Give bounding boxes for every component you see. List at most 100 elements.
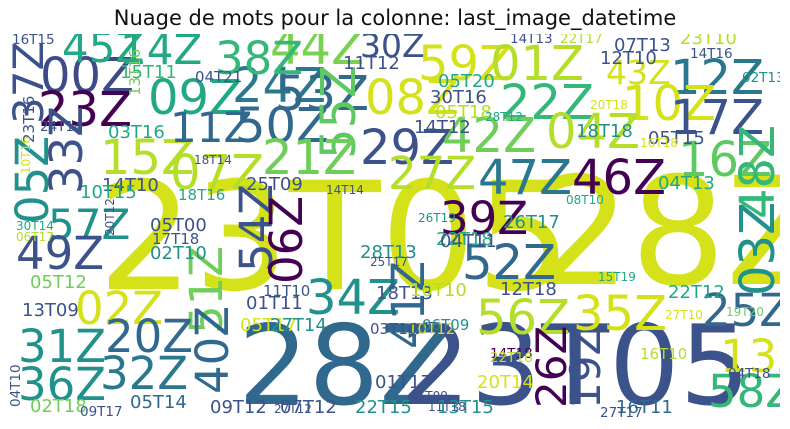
word-30t16: 30T16 bbox=[430, 87, 487, 108]
word-09t12: 09T12 bbox=[210, 397, 267, 418]
word-22t17: 22T17 bbox=[560, 34, 603, 47]
word-16t18: 16T18 bbox=[640, 136, 678, 150]
word-50z: 50Z bbox=[235, 98, 329, 154]
word-14z: 14Z bbox=[120, 34, 202, 74]
word-10t12: 10T12 bbox=[408, 320, 455, 338]
word-04t11: 04T11 bbox=[440, 231, 497, 252]
word-25t09: 25T09 bbox=[246, 174, 303, 195]
word-25t17: 25T17 bbox=[370, 255, 408, 269]
word-04t18: 04T18 bbox=[728, 366, 771, 382]
word-54z: 54Z bbox=[230, 184, 283, 272]
word-11t12: 11T12 bbox=[343, 53, 400, 74]
word-23t05: 23T05 bbox=[98, 151, 571, 325]
word-27t17: 27T17 bbox=[600, 405, 643, 421]
word-08t10: 08T10 bbox=[566, 193, 604, 207]
word-45z: 45Z bbox=[62, 34, 144, 72]
word-23t10: 23T10 bbox=[680, 34, 737, 49]
word-51z: 51Z bbox=[180, 246, 233, 334]
word-01t17: 01T17 bbox=[375, 372, 432, 393]
word-27t12: 27T12 bbox=[274, 402, 312, 416]
word-10t10: 10T10 bbox=[410, 280, 467, 301]
word-36z: 36Z bbox=[18, 358, 106, 411]
word-27t14: 27T14 bbox=[270, 315, 327, 336]
word-52z: 52Z bbox=[462, 235, 556, 291]
word-14t10: 14T10 bbox=[102, 175, 159, 196]
word-26t17: 26T17 bbox=[503, 212, 560, 233]
word-02t18: 02T18 bbox=[30, 396, 87, 417]
word-13t09: 13T09 bbox=[22, 300, 79, 321]
word-09z: 09Z bbox=[148, 70, 242, 126]
word-34z: 34Z bbox=[306, 270, 400, 326]
word-05t14: 05T14 bbox=[130, 392, 187, 413]
word-26z: 26Z bbox=[527, 326, 576, 408]
word-05t00: 05T00 bbox=[150, 215, 207, 236]
word-37z: 37Z bbox=[10, 42, 53, 124]
word-47z: 47Z bbox=[478, 150, 572, 206]
word-06z: 06Z bbox=[260, 196, 313, 284]
word-13z: 13Z bbox=[720, 330, 780, 383]
word-02t10: 02T10 bbox=[150, 243, 207, 264]
word-12t18: 12T18 bbox=[500, 279, 557, 300]
word-22t18: 22T18 bbox=[436, 229, 493, 250]
word-21z: 21Z bbox=[262, 130, 356, 186]
word-18t14: 18T14 bbox=[194, 153, 232, 167]
word-58z: 58Z bbox=[708, 365, 780, 418]
word-46z: 46Z bbox=[572, 150, 666, 206]
chart-title: Nuage de mots pour la colonne: last_imag… bbox=[113, 6, 677, 30]
word-16t10: 16T10 bbox=[640, 345, 687, 363]
word-02t13: 02T13 bbox=[742, 70, 780, 86]
word-23z: 23Z bbox=[38, 82, 132, 138]
word-00z: 00Z bbox=[40, 48, 134, 104]
word-08z: 08Z bbox=[365, 70, 459, 126]
word-11t18: 11T18 bbox=[428, 400, 466, 414]
word-11z: 11Z bbox=[170, 103, 252, 152]
word-05t12: 05T12 bbox=[30, 272, 87, 293]
word-10t15: 10T15 bbox=[80, 182, 137, 203]
word-14t14: 14T14 bbox=[326, 183, 364, 197]
word-06t17: 06T17 bbox=[16, 230, 54, 244]
word-18t13: 18T13 bbox=[376, 283, 433, 304]
word-04z: 04Z bbox=[546, 104, 640, 160]
word-30z: 30Z bbox=[360, 34, 425, 65]
word-49z: 49Z bbox=[16, 227, 104, 280]
word-25z: 25Z bbox=[702, 284, 780, 337]
word-17t18: 17T18 bbox=[152, 230, 199, 248]
word-12t10: 12T10 bbox=[600, 48, 657, 69]
word-53z: 53Z bbox=[275, 66, 369, 122]
word-19t20: 19T20 bbox=[726, 305, 764, 319]
word-16t11: 16T11 bbox=[616, 397, 673, 418]
word-13t15: 13T15 bbox=[437, 397, 494, 418]
word-15z: 15Z bbox=[100, 130, 194, 186]
word-01t11: 01T11 bbox=[246, 293, 303, 314]
word-03z: 03Z bbox=[730, 202, 780, 296]
word-44z: 44Z bbox=[270, 34, 364, 76]
word-22t15: 22T15 bbox=[355, 397, 412, 418]
word-19z: 19Z bbox=[561, 327, 610, 409]
word-06t09: 06T09 bbox=[422, 316, 469, 334]
word-55z: 55Z bbox=[311, 65, 367, 159]
word-31z: 31Z bbox=[18, 320, 106, 373]
word-28z: 28Z bbox=[238, 302, 455, 424]
word-02z: 02Z bbox=[75, 282, 163, 335]
word-20t18: 20T18 bbox=[590, 98, 628, 112]
word-28t12: 28T12 bbox=[485, 110, 523, 124]
word-13t16: 13T16 bbox=[126, 49, 144, 96]
word-07z: 07Z bbox=[170, 145, 264, 201]
word-32z: 32Z bbox=[100, 347, 188, 400]
word-07t12: 07T12 bbox=[280, 397, 337, 418]
word-41z: 41Z bbox=[382, 261, 435, 349]
word-04t10: 04T10 bbox=[10, 364, 24, 407]
word-59z: 59Z bbox=[418, 36, 512, 92]
word-05z: 05Z bbox=[10, 136, 59, 224]
word-20z: 20Z bbox=[105, 310, 193, 363]
word-11t10: 11T10 bbox=[263, 282, 310, 300]
word-14t13: 14T13 bbox=[510, 34, 553, 47]
word-23t05: 23T05 bbox=[400, 302, 750, 424]
word-07t13: 07T13 bbox=[614, 35, 671, 56]
word-15t19: 15T19 bbox=[598, 270, 636, 284]
word-26t19: 26T19 bbox=[418, 211, 456, 225]
word-23t16: 23T16 bbox=[20, 96, 38, 143]
word-22t16: 22T16 bbox=[490, 350, 533, 366]
word-03t16: 03T16 bbox=[108, 122, 165, 143]
